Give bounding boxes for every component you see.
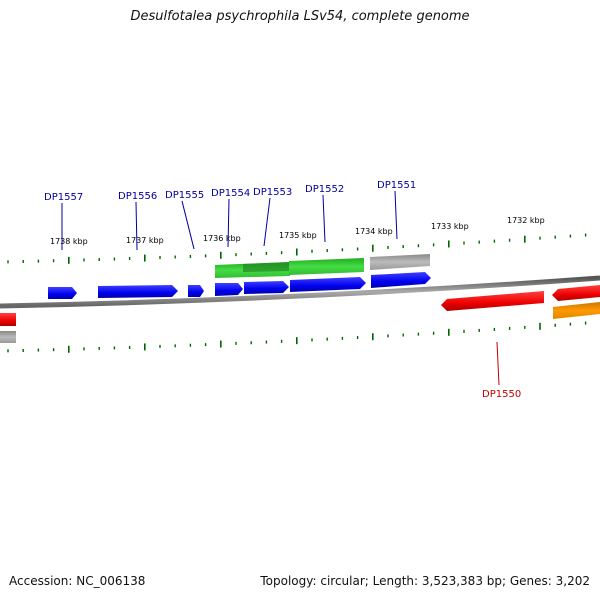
gene-label-dp1553[interactable]: DP1553: [253, 187, 292, 198]
gene-arrow-dp1555[interactable]: [188, 285, 204, 297]
kbp-label-1737: 1737 kbp: [126, 236, 164, 245]
kbp-label-1733: 1733 kbp: [431, 222, 469, 231]
pseudo-feature-left[interactable]: [0, 331, 16, 343]
rna-feature-dark[interactable]: [243, 262, 290, 272]
gene-arrow-dp1552[interactable]: [290, 277, 366, 292]
tick-track-top: [7, 233, 587, 264]
leader-dp1550: [496, 341, 500, 386]
topology-text: Topology: circular; Length: 3,523,383 bp…: [260, 574, 590, 588]
gene-arrow-prev[interactable]: [0, 313, 16, 326]
leader-dp1554: [227, 198, 230, 248]
gene-label-dp1557[interactable]: DP1557: [44, 192, 83, 203]
gene-arrow-dp1550[interactable]: [441, 291, 544, 311]
gene-label-dp1555[interactable]: DP1555: [165, 190, 204, 201]
leader-dp1551: [394, 190, 398, 240]
gene-arrow-dp1553[interactable]: [244, 281, 289, 294]
leader-dp1555: [181, 200, 195, 250]
gene-arrow-dp1554[interactable]: [215, 283, 243, 296]
pseudo-feature[interactable]: [370, 254, 430, 270]
leader-dp1552: [322, 194, 326, 243]
kbp-label-1732: 1732 kbp: [507, 216, 545, 225]
gene-label-dp1551[interactable]: DP1551: [377, 180, 416, 191]
rna-feature[interactable]: [289, 258, 364, 275]
genome-backbone: [0, 275, 600, 309]
gene-arrow-dp1557[interactable]: [48, 287, 77, 299]
kbp-label-1734: 1734 kbp: [355, 227, 393, 236]
gene-label-dp1554[interactable]: DP1554: [211, 188, 250, 199]
gene-label-dp1550[interactable]: DP1550: [482, 389, 521, 400]
gene-arrow-dp1551[interactable]: [371, 272, 431, 288]
other-feature[interactable]: [553, 302, 600, 319]
kbp-label-1736: 1736 kbp: [203, 234, 241, 243]
gene-arrow-next[interactable]: [552, 285, 600, 301]
leader-dp1553: [263, 197, 271, 247]
leader-dp1556: [135, 201, 138, 251]
genome-title: Desulfotalea psychrophila LSv54, complet…: [130, 9, 470, 24]
gene-label-dp1556[interactable]: DP1556: [118, 191, 157, 202]
accession-text: Accession: NC_006138: [9, 574, 146, 588]
kbp-label-1735: 1735 kbp: [279, 231, 317, 240]
gene-arrow-dp1556[interactable]: [98, 285, 178, 298]
tick-track-bottom: [7, 321, 587, 353]
kbp-label-1738: 1738 kbp: [50, 237, 88, 246]
gene-label-dp1552[interactable]: DP1552: [305, 184, 344, 195]
